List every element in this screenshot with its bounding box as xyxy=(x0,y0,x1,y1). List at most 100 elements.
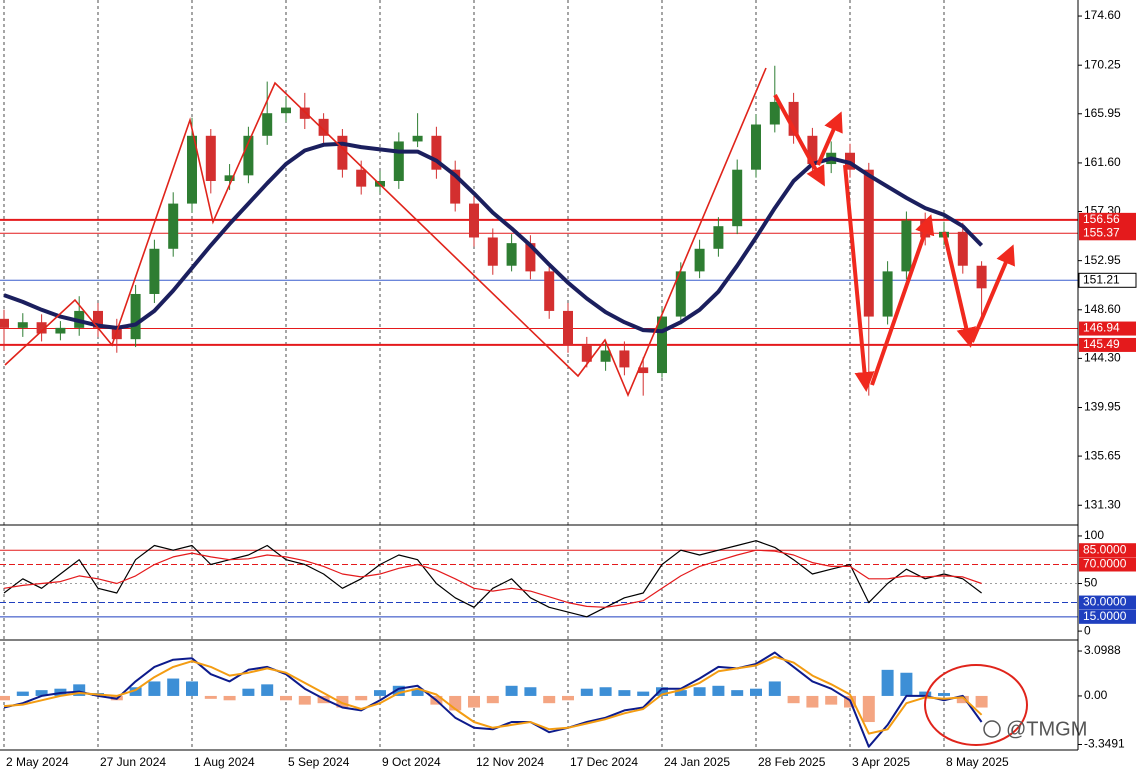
candle-body xyxy=(393,141,404,181)
histogram-bar xyxy=(392,685,405,696)
level-label-box xyxy=(1079,595,1136,610)
histogram-bar xyxy=(599,687,612,696)
candle-body xyxy=(544,271,555,311)
x-tick-label: 5 Sep 2024 xyxy=(288,755,350,769)
level-label: 85.0000 xyxy=(1083,542,1127,556)
histogram-bar xyxy=(637,691,650,696)
y-tick-label: 139.95 xyxy=(1084,400,1121,414)
candle-body xyxy=(788,101,799,136)
histogram-bar xyxy=(618,690,631,696)
y-tick-label: 170.25 xyxy=(1084,57,1121,71)
candle-body xyxy=(807,135,818,165)
histogram-bar xyxy=(16,691,29,696)
candle-body xyxy=(356,169,367,187)
y-tick-label: 161.60 xyxy=(1084,155,1121,169)
histogram-bar xyxy=(562,695,574,701)
series-line xyxy=(3,651,983,748)
histogram-bar xyxy=(468,695,480,708)
candle-body xyxy=(901,220,912,272)
histogram-bar xyxy=(862,695,875,723)
histogram-bar xyxy=(524,687,537,696)
histogram-bar xyxy=(204,695,217,699)
level-label: 145.49 xyxy=(1083,337,1120,351)
histogram-bar xyxy=(825,695,838,705)
histogram-bar xyxy=(731,690,744,696)
y-tick-label: 50 xyxy=(1084,576,1098,590)
level-label-box xyxy=(1079,543,1136,558)
histogram-bar xyxy=(411,688,424,696)
candle-body xyxy=(337,135,348,170)
candle-body xyxy=(713,226,724,249)
arrow xyxy=(942,231,977,348)
histogram-bar xyxy=(73,684,86,696)
x-tick-label: 8 May 2025 xyxy=(946,755,1009,769)
watermark: @TMGM xyxy=(1006,718,1087,740)
level-label-box xyxy=(1079,212,1136,227)
candle-body xyxy=(863,169,874,317)
candle-body xyxy=(318,118,329,136)
histogram-bar xyxy=(505,685,518,696)
candle-body xyxy=(224,175,235,181)
arrow xyxy=(970,244,1015,343)
arrows xyxy=(773,94,1015,392)
histogram-bar xyxy=(919,691,932,696)
y-tick-label: 152.95 xyxy=(1084,253,1121,267)
level-label-box xyxy=(1079,609,1136,624)
y-tick-label: 0 xyxy=(1084,623,1091,637)
level-label: 146.94 xyxy=(1083,321,1120,335)
x-tick-label: 2 May 2024 xyxy=(6,755,69,769)
y-tick-label: 174.60 xyxy=(1084,8,1121,22)
y-tick-label: 144.30 xyxy=(1084,351,1121,365)
candle-body xyxy=(882,271,893,317)
candle-body xyxy=(600,350,611,362)
level-label-box xyxy=(1079,321,1136,336)
histogram-bar xyxy=(712,685,725,696)
histogram-bar xyxy=(486,695,499,704)
candle-body xyxy=(619,350,630,368)
candle-body xyxy=(431,135,442,170)
arrow xyxy=(870,214,935,386)
y-tick-label: -3.3491 xyxy=(1084,737,1125,751)
candle-body xyxy=(93,310,103,328)
histogram-bar xyxy=(242,688,255,696)
level-label: 156.56 xyxy=(1083,212,1120,226)
y-tick-label: 3.0988 xyxy=(1084,643,1121,657)
candle-body xyxy=(281,107,291,114)
candle-body xyxy=(976,265,987,289)
histogram-bar xyxy=(693,687,706,696)
level-label: 15.0000 xyxy=(1083,609,1127,623)
level-label-box xyxy=(1079,337,1136,352)
candle-body xyxy=(638,367,649,374)
arrow xyxy=(773,94,825,187)
x-tick-label: 9 Oct 2024 xyxy=(382,755,441,769)
histogram-bar xyxy=(35,690,48,696)
histogram-bar xyxy=(261,684,274,696)
y-tick-label: 0.00 xyxy=(1084,688,1108,702)
histogram-bar xyxy=(787,695,800,704)
candle-body xyxy=(130,293,141,340)
candle-body xyxy=(205,135,216,181)
candle-body xyxy=(149,248,160,294)
histogram-bar xyxy=(881,669,894,696)
level-label-box xyxy=(1079,226,1136,241)
histogram-bar xyxy=(900,672,913,696)
highlight-circle xyxy=(924,664,1028,746)
histogram-bar xyxy=(374,690,386,696)
level-label: 151.21 xyxy=(1083,272,1120,286)
candle-body xyxy=(751,124,761,170)
arrow xyxy=(816,111,843,166)
level-label-box xyxy=(1079,557,1136,572)
histogram-bar xyxy=(336,695,349,708)
candle-body xyxy=(525,243,536,272)
histogram-bar xyxy=(223,695,236,701)
histogram-bar xyxy=(656,687,668,696)
candle-body xyxy=(487,237,498,266)
histogram-bar xyxy=(167,678,180,696)
histogram-bar xyxy=(674,690,687,696)
level-label: 70.0000 xyxy=(1083,557,1127,571)
candle-body xyxy=(581,344,592,362)
histogram-bar xyxy=(148,681,161,696)
series-line xyxy=(3,655,983,735)
